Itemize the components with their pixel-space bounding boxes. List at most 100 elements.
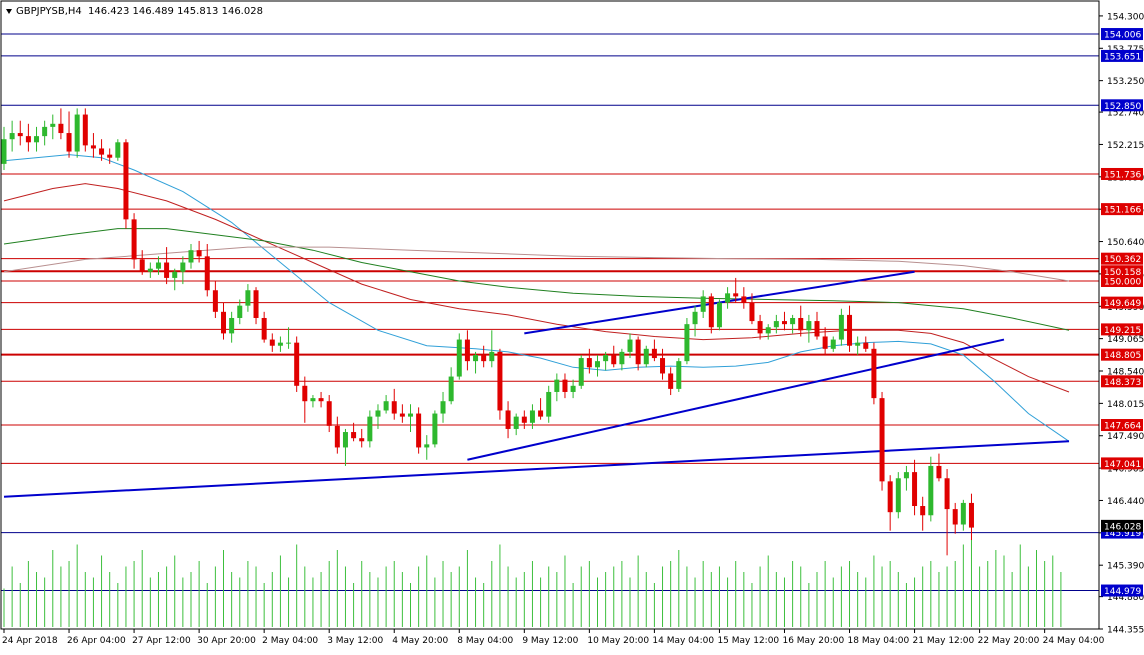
bull-candle — [383, 401, 389, 411]
moving-average-brown — [3, 246, 1070, 282]
symbol-label: GBPJPYSB,H4 — [16, 6, 82, 17]
bear-candle — [733, 293, 739, 297]
bear-candle — [58, 123, 64, 134]
bull-candle — [855, 342, 861, 346]
bear-candle — [912, 472, 918, 507]
bear-candle — [204, 256, 210, 291]
bear-candle — [99, 148, 105, 155]
bear-candle — [781, 321, 787, 325]
bear-candle — [936, 465, 942, 479]
bear-candle — [334, 425, 340, 448]
bear-candle — [90, 145, 96, 149]
bull-candle — [473, 354, 479, 362]
bull-candle — [676, 361, 682, 389]
time-tick-label: 4 May 20:00 — [392, 636, 448, 646]
level-label-text: 149.649 — [1104, 299, 1141, 309]
level-label-text: 148.805 — [1104, 351, 1141, 361]
bear-candle — [505, 410, 511, 429]
time-tick-label: 10 May 20:00 — [587, 636, 649, 646]
bear-candle — [416, 413, 422, 448]
bear-candle — [351, 432, 357, 439]
bear-candle — [611, 354, 617, 365]
bull-candle — [578, 358, 584, 386]
bear-candle — [196, 250, 202, 257]
bull-candle — [310, 398, 316, 402]
bull-candle — [277, 342, 283, 346]
bull-candle — [180, 262, 186, 272]
bull-candle — [554, 379, 560, 392]
time-tick-label: 18 May 04:00 — [848, 636, 910, 646]
trendline — [467, 338, 1005, 461]
bear-candle — [871, 348, 877, 399]
bull-candle — [619, 351, 625, 365]
bull-candle — [529, 410, 535, 423]
bull-candle — [286, 342, 292, 344]
level-label-text: 145.919 — [1104, 529, 1141, 539]
bull-candle — [456, 339, 462, 377]
bull-candle — [9, 133, 15, 140]
bear-candle — [318, 398, 324, 402]
bull-candle — [603, 354, 609, 362]
bear-candle — [131, 219, 137, 260]
level-label-badge — [1101, 457, 1143, 470]
level-label-badge — [1101, 375, 1143, 388]
bear-candle — [139, 259, 145, 272]
moving-average-green — [3, 228, 1070, 331]
price-tick-label: 154.300 — [1107, 12, 1144, 22]
bull-candle — [155, 262, 161, 269]
current-price-badge — [1101, 519, 1143, 532]
bear-candle — [391, 401, 397, 414]
level-label-badge — [1101, 28, 1143, 41]
bear-candle — [294, 342, 300, 386]
time-tick-label: 3 May 12:00 — [327, 636, 383, 646]
level-label-text: 152.850 — [1104, 102, 1141, 112]
level-label-text: 148.373 — [1104, 378, 1141, 388]
bull-candle — [838, 314, 844, 340]
bull-candle — [408, 413, 413, 417]
bear-candle — [164, 262, 170, 278]
bull-candle — [74, 114, 80, 152]
time-tick-label: 21 May 12:00 — [913, 636, 975, 646]
bear-candle — [814, 321, 820, 337]
bear-candle — [497, 351, 503, 411]
bull-candle — [147, 268, 153, 272]
level-label-badge — [1101, 275, 1143, 288]
time-tick-label: 24 Apr 2018 — [2, 636, 58, 646]
time-axis: 24 Apr 2018 26 Apr 04:00 27 Apr 12:00 30 Ap… — [2, 629, 1105, 646]
time-tick-label: 15 May 12:00 — [717, 636, 779, 646]
price-tick-label: 144.880 — [1107, 593, 1144, 603]
bull-candle — [643, 348, 649, 365]
bull-candle — [245, 290, 251, 306]
bull-candle — [928, 465, 934, 516]
bear-candle — [253, 290, 259, 318]
price-tick-label: 153.775 — [1107, 45, 1144, 55]
bull-candle — [1, 139, 7, 164]
level-label-text: 151.736 — [1104, 170, 1141, 180]
bear-candle — [269, 339, 275, 346]
bull-candle — [229, 317, 235, 334]
level-label-badge — [1101, 323, 1143, 336]
bear-candle — [123, 142, 129, 220]
bull-candle — [692, 311, 698, 325]
trendline — [3, 440, 1070, 498]
bull-candle — [115, 142, 121, 158]
bear-candle — [879, 398, 885, 482]
bull-candle — [806, 321, 812, 331]
bull-candle — [424, 444, 430, 448]
chart-header: GBPJPYSB,H4 146.423 146.489 145.813 146.… — [6, 6, 263, 17]
bull-candle — [489, 351, 495, 362]
price-tick-label: 146.965 — [1107, 465, 1144, 475]
bear-candle — [822, 336, 828, 349]
time-tick-label: 22 May 20:00 — [978, 636, 1040, 646]
bear-candle — [521, 416, 527, 423]
level-label-text: 144.979 — [1104, 587, 1141, 597]
caret-down-icon[interactable] — [6, 9, 12, 14]
bull-candle — [570, 385, 576, 392]
bear-candle — [562, 379, 568, 392]
price-tick-label: 144.355 — [1107, 626, 1144, 636]
bear-candle — [798, 317, 804, 331]
bull-candle — [375, 410, 381, 417]
bear-candle — [757, 321, 763, 334]
